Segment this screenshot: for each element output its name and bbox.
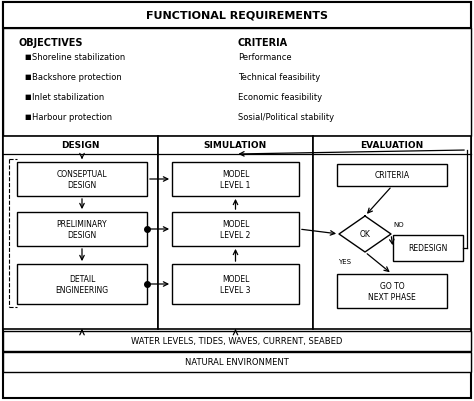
Bar xyxy=(172,162,299,196)
Bar xyxy=(172,264,299,304)
Text: ■: ■ xyxy=(24,94,31,100)
Text: WATER LEVELS, TIDES, WAVES, CURRENT, SEABED: WATER LEVELS, TIDES, WAVES, CURRENT, SEA… xyxy=(131,337,343,346)
Bar xyxy=(337,274,447,308)
Bar xyxy=(393,235,463,261)
Text: Sosial/Political stability: Sosial/Political stability xyxy=(238,112,334,121)
Text: CONSEPTUAL
DESIGN: CONSEPTUAL DESIGN xyxy=(57,170,107,189)
Text: Technical feasibility: Technical feasibility xyxy=(238,72,320,81)
Bar xyxy=(3,3,471,29)
Text: DESIGN: DESIGN xyxy=(61,141,100,150)
Text: Shoreline stabilization: Shoreline stabilization xyxy=(32,53,125,61)
Text: Backshore protection: Backshore protection xyxy=(32,72,122,81)
Text: ■: ■ xyxy=(24,54,31,60)
Text: Harbour protection: Harbour protection xyxy=(32,112,112,121)
Text: OBJECTIVES: OBJECTIVES xyxy=(18,38,82,48)
Text: ■: ■ xyxy=(24,74,31,80)
Bar xyxy=(3,331,471,351)
Text: MODEL
LEVEL 2: MODEL LEVEL 2 xyxy=(220,220,251,239)
Bar xyxy=(3,137,158,329)
Text: Economic feasibility: Economic feasibility xyxy=(238,92,322,101)
Text: CRITERIA: CRITERIA xyxy=(374,171,410,180)
Text: CRITERIA: CRITERIA xyxy=(238,38,288,48)
Text: Performance: Performance xyxy=(238,53,292,61)
Text: DETAIL
ENGINEERING: DETAIL ENGINEERING xyxy=(55,275,109,294)
Text: EVALUATION: EVALUATION xyxy=(360,141,424,150)
Bar xyxy=(17,264,147,304)
Text: PRELIMINARY
DESIGN: PRELIMINARY DESIGN xyxy=(57,220,107,239)
Bar xyxy=(337,164,447,186)
Polygon shape xyxy=(339,217,391,252)
Text: GO TO
NEXT PHASE: GO TO NEXT PHASE xyxy=(368,282,416,301)
Bar xyxy=(313,137,471,329)
Text: ■: ■ xyxy=(24,114,31,120)
Bar xyxy=(3,29,471,137)
Bar xyxy=(17,162,147,196)
Text: FUNCTIONAL REQUIREMENTS: FUNCTIONAL REQUIREMENTS xyxy=(146,11,328,21)
Text: NO: NO xyxy=(394,221,404,227)
Text: YES: YES xyxy=(338,258,352,264)
Bar xyxy=(17,213,147,246)
Text: Inlet stabilization: Inlet stabilization xyxy=(32,92,104,101)
Text: MODEL
LEVEL 1: MODEL LEVEL 1 xyxy=(220,170,251,189)
Text: OK: OK xyxy=(360,230,371,239)
Bar xyxy=(158,137,313,329)
Text: MODEL
LEVEL 3: MODEL LEVEL 3 xyxy=(220,275,251,294)
Text: NATURAL ENVIRONMENT: NATURAL ENVIRONMENT xyxy=(185,358,289,367)
Bar xyxy=(172,213,299,246)
Bar xyxy=(3,352,471,372)
Text: SIMULATION: SIMULATION xyxy=(204,141,267,150)
Text: REDESIGN: REDESIGN xyxy=(408,244,447,253)
